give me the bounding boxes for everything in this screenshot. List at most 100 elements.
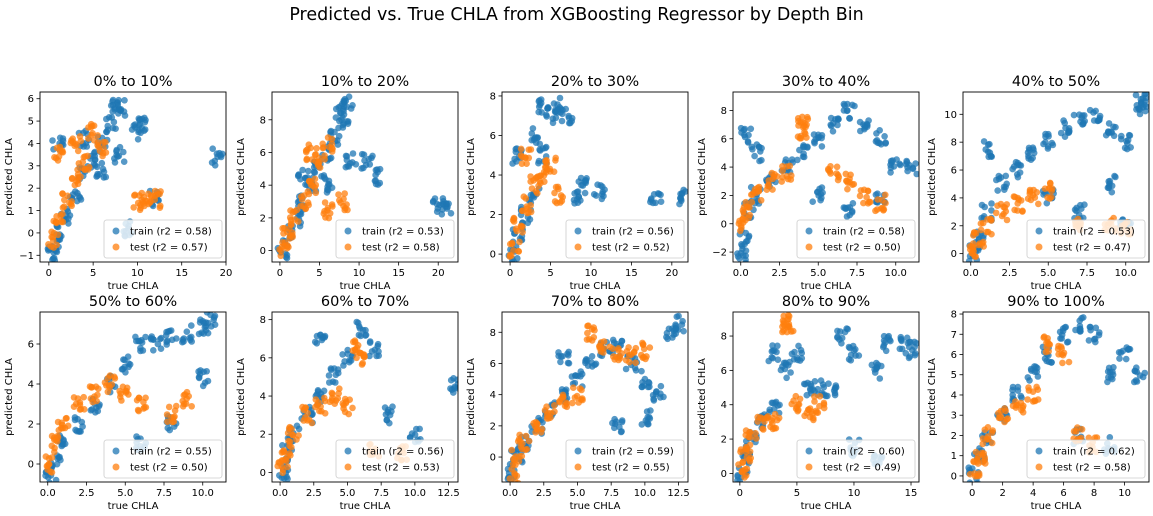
- point-train: [1057, 129, 1065, 137]
- point-test: [527, 173, 534, 180]
- point-test: [295, 432, 302, 439]
- x-tick-label: 15: [905, 488, 918, 499]
- subplot-title: 40% to 50%: [1012, 74, 1100, 90]
- point-train: [736, 255, 743, 262]
- point-test: [543, 157, 550, 164]
- point-train: [512, 148, 520, 156]
- point-train: [582, 177, 590, 184]
- point-test: [769, 186, 776, 193]
- point-test: [746, 211, 753, 219]
- point-train: [577, 368, 585, 375]
- legend-label-test: test (r2 = 0.58): [362, 243, 440, 254]
- point-test: [977, 220, 985, 227]
- point-train: [798, 355, 806, 362]
- point-train: [529, 125, 537, 132]
- point-train: [305, 167, 312, 175]
- point-train: [742, 247, 750, 254]
- point-train: [555, 352, 562, 360]
- point-train: [65, 215, 72, 222]
- point-train: [1106, 434, 1114, 441]
- point-test: [299, 403, 306, 411]
- point-train: [91, 156, 99, 164]
- point-test: [970, 229, 978, 236]
- point-test: [157, 202, 164, 210]
- x-tick-label: 5.0: [117, 488, 133, 499]
- x-tick-label: 0.0: [272, 488, 288, 499]
- point-test: [165, 403, 173, 411]
- point-train: [737, 249, 745, 257]
- point-train: [978, 201, 986, 209]
- x-tick-label: 0: [969, 488, 975, 499]
- point-test: [856, 192, 864, 200]
- legend-box: [796, 439, 916, 479]
- point-test: [320, 144, 327, 151]
- point-train: [638, 421, 646, 428]
- point-test: [618, 350, 625, 357]
- point-test: [981, 426, 989, 434]
- point-test: [597, 348, 605, 355]
- legend-marker-train: [112, 447, 120, 455]
- point-test: [64, 422, 72, 430]
- point-train: [173, 335, 180, 342]
- point-test: [1033, 383, 1040, 391]
- axes-frame: [732, 311, 920, 483]
- point-train: [1118, 132, 1125, 140]
- point-train: [653, 388, 660, 396]
- y-tick-label: 0: [951, 249, 957, 260]
- point-train: [822, 392, 830, 400]
- subplot-2: 10% to 20% 0 5 10 15 20 0 2 4 6 8 true CHLA predicte…: [236, 74, 459, 292]
- legend-marker-test: [112, 463, 120, 471]
- point-train: [139, 347, 147, 354]
- point-train: [416, 425, 424, 433]
- legend-label-test: test (r2 = 0.53): [362, 463, 440, 474]
- y-tick-label: 1: [28, 206, 34, 217]
- point-train: [657, 394, 664, 401]
- point-train: [150, 347, 157, 354]
- point-test: [58, 147, 66, 154]
- point-train: [324, 186, 332, 194]
- point-test: [528, 185, 536, 192]
- point-test: [328, 140, 336, 148]
- point-train: [897, 335, 905, 343]
- point-test: [134, 406, 142, 414]
- x-tick-label: 10.0: [1115, 268, 1137, 279]
- y-tick-label: 8: [490, 328, 496, 339]
- point-train: [357, 332, 365, 340]
- point-test: [523, 160, 530, 167]
- series-test: [506, 322, 654, 482]
- point-train: [1016, 169, 1024, 176]
- x-tick-label: 5: [316, 268, 322, 279]
- point-test: [752, 430, 759, 437]
- point-train: [554, 101, 561, 108]
- legend-label-test: test (r2 = 0.49): [823, 463, 901, 474]
- point-test: [975, 472, 983, 479]
- point-train: [565, 114, 573, 122]
- point-train: [1123, 344, 1130, 351]
- point-test: [173, 402, 180, 410]
- point-train: [451, 385, 458, 392]
- point-test: [508, 252, 515, 259]
- legend-label-train: train (r2 = 0.59): [592, 447, 674, 458]
- point-train: [584, 362, 592, 370]
- series-test: [506, 145, 566, 260]
- point-train: [672, 330, 679, 338]
- point-train: [188, 322, 195, 329]
- point-train: [360, 151, 368, 158]
- point-test: [1070, 428, 1078, 435]
- point-test: [512, 225, 520, 233]
- point-test: [303, 155, 311, 163]
- point-test: [519, 229, 526, 236]
- point-test: [101, 379, 109, 386]
- y-tick-label: 4: [951, 390, 957, 401]
- point-test: [783, 328, 791, 336]
- point-train: [311, 338, 319, 346]
- y-tick-label: 6: [721, 134, 727, 145]
- y-tick-label: 6: [721, 366, 727, 377]
- point-test: [341, 190, 349, 197]
- point-train: [115, 96, 122, 104]
- point-train: [283, 251, 291, 259]
- point-test: [864, 187, 872, 195]
- legend: train (r2 = 0.58) test (r2 = 0.57): [103, 219, 223, 259]
- point-train: [902, 350, 910, 357]
- x-tick-label: 0: [277, 268, 283, 279]
